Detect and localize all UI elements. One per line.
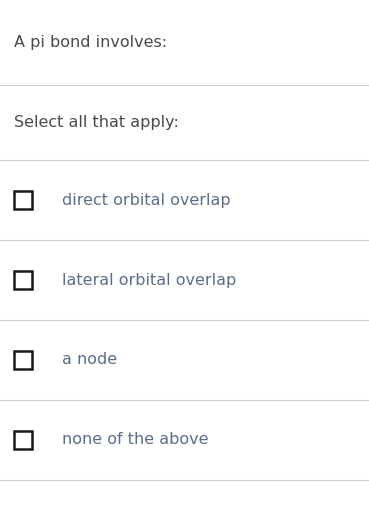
Text: A pi bond involves:: A pi bond involves: [14,34,167,49]
Bar [14,271,32,289]
Text: lateral orbital overlap: lateral orbital overlap [62,272,236,287]
Bar [14,351,32,369]
Bar [14,191,32,209]
Bar [14,431,32,449]
Text: Select all that apply:: Select all that apply: [14,115,179,130]
Text: a node: a node [62,353,117,368]
Text: direct orbital overlap: direct orbital overlap [62,193,231,208]
Text: none of the above: none of the above [62,432,208,448]
